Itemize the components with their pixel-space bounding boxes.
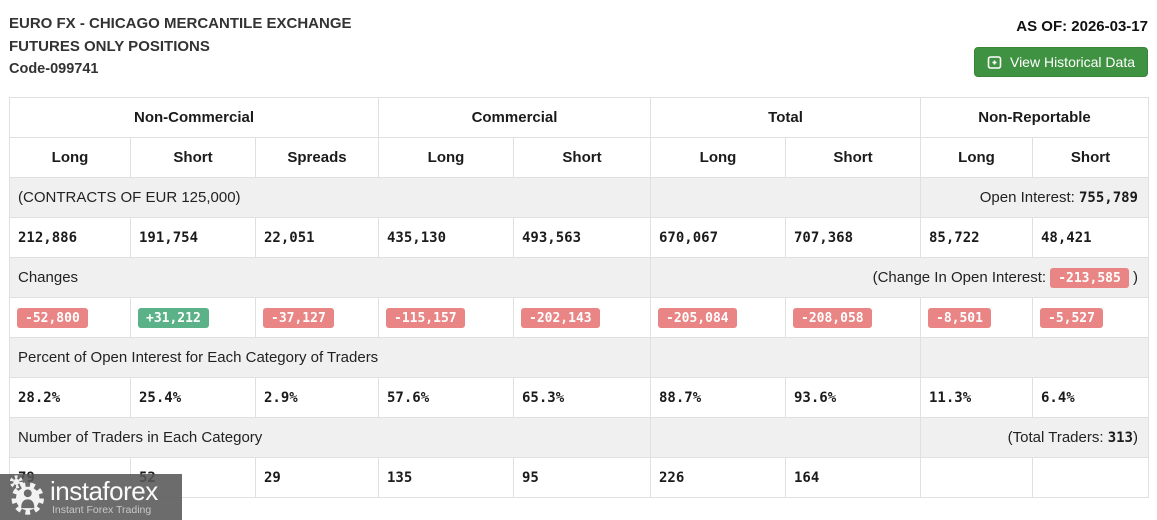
change-open-interest: (Change In Open Interest: -213,585 ) (650, 257, 1149, 298)
cell-percent-c-short: 65.3% (513, 377, 651, 418)
cell-positions-nr-long: 85,722 (920, 217, 1033, 258)
cell-changes-t-long: -205,084 (650, 297, 786, 338)
cell-percent-nc-short: 25.4% (130, 377, 256, 418)
total-traders-prefix: (Total Traders: (1007, 429, 1108, 446)
change-badge: -5,527 (1040, 307, 1103, 328)
column-header-row: Long Short Spreads Long Short Long Short… (9, 137, 1149, 178)
change-badge: -205,084 (658, 307, 737, 328)
column-header-nc-spreads: Spreads (255, 137, 379, 178)
cell-changes-nc-short: +31,212 (130, 297, 256, 338)
instaforex-gear-logo-icon (5, 473, 47, 520)
group-header-total: Total (650, 97, 921, 138)
group-header-non-commercial: Non-Commercial (9, 97, 379, 138)
contracts-spacer (650, 177, 921, 218)
cell-traders-c-long: 135 (378, 457, 514, 498)
cell-percent-t-long: 88.7% (650, 377, 786, 418)
column-header-nc-long: Long (9, 137, 131, 178)
cell-percent-t-short: 93.6% (785, 377, 921, 418)
total-traders-value: 313 (1107, 430, 1133, 446)
column-header-c-long: Long (378, 137, 514, 178)
percent-label-row: Percent of Open Interest for Each Catego… (9, 337, 1149, 378)
column-header-nc-short: Short (130, 137, 256, 178)
change-oi-badge: -213,585 (1050, 267, 1129, 288)
cell-traders-t-short: 164 (785, 457, 921, 498)
change-badge: +31,212 (138, 307, 209, 328)
change-oi-prefix: (Change In Open Interest: (872, 268, 1051, 286)
page-header: EURO FX - CHICAGO MERCANTILE EXCHANGE FU… (9, 12, 1148, 81)
cell-percent-nc-spreads: 2.9% (255, 377, 379, 418)
cell-positions-nc-long: 212,886 (9, 217, 131, 258)
cell-changes-c-short: -202,143 (513, 297, 651, 338)
view-historical-data-label: View Historical Data (1009, 54, 1135, 70)
traders-label-row: Number of Traders in Each Category (Tota… (9, 417, 1149, 458)
group-header-commercial: Commercial (378, 97, 651, 138)
cell-changes-t-short: -208,058 (785, 297, 921, 338)
view-historical-data-button[interactable]: View Historical Data (973, 47, 1148, 77)
page-title: EURO FX - CHICAGO MERCANTILE EXCHANGE (9, 15, 352, 32)
cell-percent-nr-long: 11.3% (920, 377, 1033, 418)
instaforex-watermark: instaforex Instant Forex Trading (0, 474, 182, 520)
column-header-nr-long: Long (920, 137, 1033, 178)
contract-code: Code-099741 (9, 61, 99, 77)
watermark-tagline: Instant Forex Trading (52, 504, 152, 517)
cell-positions-c-long: 435,130 (378, 217, 514, 258)
changes-row: -52,800 +31,212 -37,127 -115,157 -202,14… (9, 297, 1149, 338)
cell-positions-t-long: 670,067 (650, 217, 786, 258)
calendar-plus-icon (987, 55, 1002, 70)
cell-changes-nr-short: -5,527 (1032, 297, 1149, 338)
cot-report-table: Non-Commercial Commercial Total Non-Repo… (9, 97, 1149, 498)
cell-changes-nc-spreads: -37,127 (255, 297, 379, 338)
percent-row: 28.2% 25.4% 2.9% 57.6% 65.3% 88.7% 93.6%… (9, 377, 1149, 418)
percent-spacer-1 (650, 337, 921, 378)
total-traders: (Total Traders: 313) (920, 417, 1149, 458)
traders-spacer (650, 417, 921, 458)
cell-changes-c-long: -115,157 (378, 297, 514, 338)
column-header-t-short: Short (785, 137, 921, 178)
changes-label-row: Changes (Change In Open Interest: -213,5… (9, 257, 1149, 298)
change-badge: -37,127 (263, 307, 334, 328)
cell-traders-t-long: 226 (650, 457, 786, 498)
cell-positions-nc-short: 191,754 (130, 217, 256, 258)
percent-spacer-2 (920, 337, 1149, 378)
change-badge: -208,058 (793, 307, 872, 328)
changes-label: Changes (9, 257, 651, 298)
column-header-t-long: Long (650, 137, 786, 178)
column-header-c-short: Short (513, 137, 651, 178)
change-badge: -52,800 (17, 307, 88, 328)
group-header-non-reportable: Non-Reportable (920, 97, 1149, 138)
as-of-date: AS OF: 2026-03-17 (1016, 18, 1148, 35)
cell-changes-nc-long: -52,800 (9, 297, 131, 338)
change-badge: -202,143 (521, 307, 600, 328)
cell-positions-c-short: 493,563 (513, 217, 651, 258)
traders-label: Number of Traders in Each Category (9, 417, 651, 458)
change-badge: -115,157 (386, 307, 465, 328)
open-interest-label: Open Interest: (979, 189, 1079, 206)
positions-row: 212,886 191,754 22,051 435,130 493,563 6… (9, 217, 1149, 258)
total-traders-suffix: ) (1133, 429, 1138, 446)
cell-percent-c-long: 57.6% (378, 377, 514, 418)
cell-positions-nc-spreads: 22,051 (255, 217, 379, 258)
cell-traders-nr-long (920, 457, 1033, 498)
group-header-row: Non-Commercial Commercial Total Non-Repo… (9, 97, 1149, 138)
column-header-nr-short: Short (1032, 137, 1149, 178)
cell-traders-c-short: 95 (513, 457, 651, 498)
cell-positions-nr-short: 48,421 (1032, 217, 1149, 258)
change-badge: -8,501 (928, 307, 991, 328)
change-oi-suffix: ) (1128, 268, 1138, 286)
contracts-label: (CONTRACTS OF EUR 125,000) (9, 177, 651, 218)
cell-changes-nr-long: -8,501 (920, 297, 1033, 338)
watermark-brand: instaforex (50, 476, 158, 507)
percent-label: Percent of Open Interest for Each Catego… (9, 337, 651, 378)
cell-traders-nc-spreads: 29 (255, 457, 379, 498)
open-interest-value: 755,789 (1078, 190, 1138, 206)
cell-percent-nr-short: 6.4% (1032, 377, 1149, 418)
contracts-label-row: (CONTRACTS OF EUR 125,000) Open Interest… (9, 177, 1149, 218)
cell-positions-t-short: 707,368 (785, 217, 921, 258)
cell-traders-nr-short (1032, 457, 1149, 498)
cell-percent-nc-long: 28.2% (9, 377, 131, 418)
open-interest: Open Interest: 755,789 (920, 177, 1149, 218)
page-subtitle: FUTURES ONLY POSITIONS (9, 38, 210, 55)
